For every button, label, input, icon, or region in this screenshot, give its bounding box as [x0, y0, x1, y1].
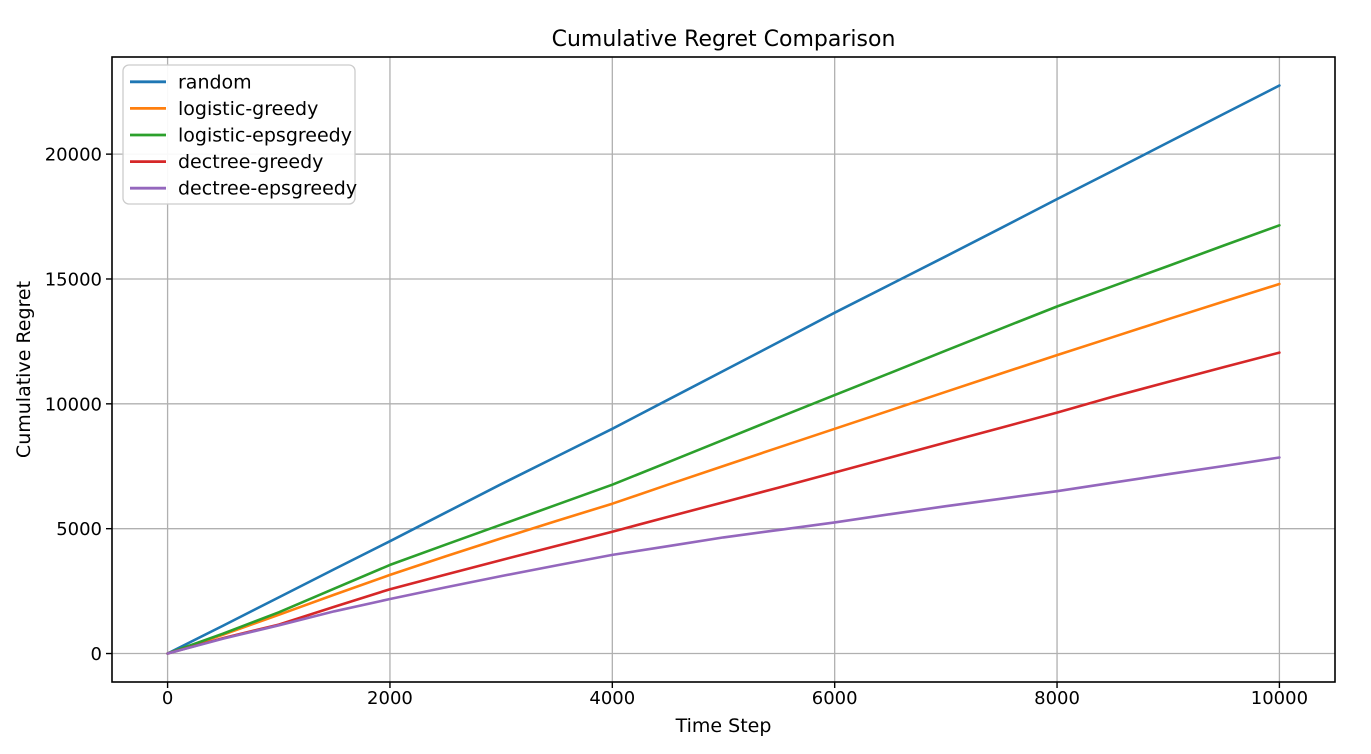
x-tick-label: 8000 — [1034, 688, 1080, 709]
y-axis-label: Cumulative Regret — [13, 281, 35, 458]
legend-label-random: random — [178, 71, 252, 93]
series-line-dectree-epsgreedy — [166, 456, 1281, 655]
y-tick-label: 15000 — [45, 269, 102, 290]
y-tick-label: 0 — [91, 644, 102, 665]
x-axis-label: Time Step — [675, 715, 772, 737]
legend-label-logistic-epsgreedy: logistic-epsgreedy — [178, 125, 352, 147]
x-tick-label: 6000 — [812, 688, 858, 709]
series-line-dectree-greedy — [166, 351, 1281, 655]
legend: random logistic-greedy logistic-epsgreedy d… — [122, 64, 357, 205]
x-tick-label: 10000 — [1251, 688, 1308, 709]
series-line-random — [166, 84, 1281, 655]
x-tick-label: 4000 — [589, 688, 635, 709]
y-tick-label: 10000 — [45, 394, 102, 415]
y-axis: 0 5000 10000 15000 20000 — [45, 145, 112, 665]
legend-label-dectree-epsgreedy: dectree-epsgreedy — [178, 178, 357, 200]
chart-title: Cumulative Regret Comparison — [552, 27, 896, 52]
legend-label-logistic-greedy: logistic-greedy — [178, 98, 318, 120]
plot-area-border — [111, 56, 1336, 683]
y-tick-label: 5000 — [56, 519, 102, 540]
legend-label-dectree-greedy: dectree-greedy — [178, 151, 323, 173]
y-tick-label: 20000 — [45, 145, 102, 166]
x-tick-label: 0 — [162, 688, 173, 709]
x-tick-label: 2000 — [367, 688, 413, 709]
series-line-logistic-greedy — [166, 282, 1281, 655]
series-line-logistic-epsgreedy — [166, 224, 1281, 655]
legend-box — [122, 64, 356, 205]
x-axis: 0 2000 4000 6000 8000 10000 — [162, 682, 1308, 709]
